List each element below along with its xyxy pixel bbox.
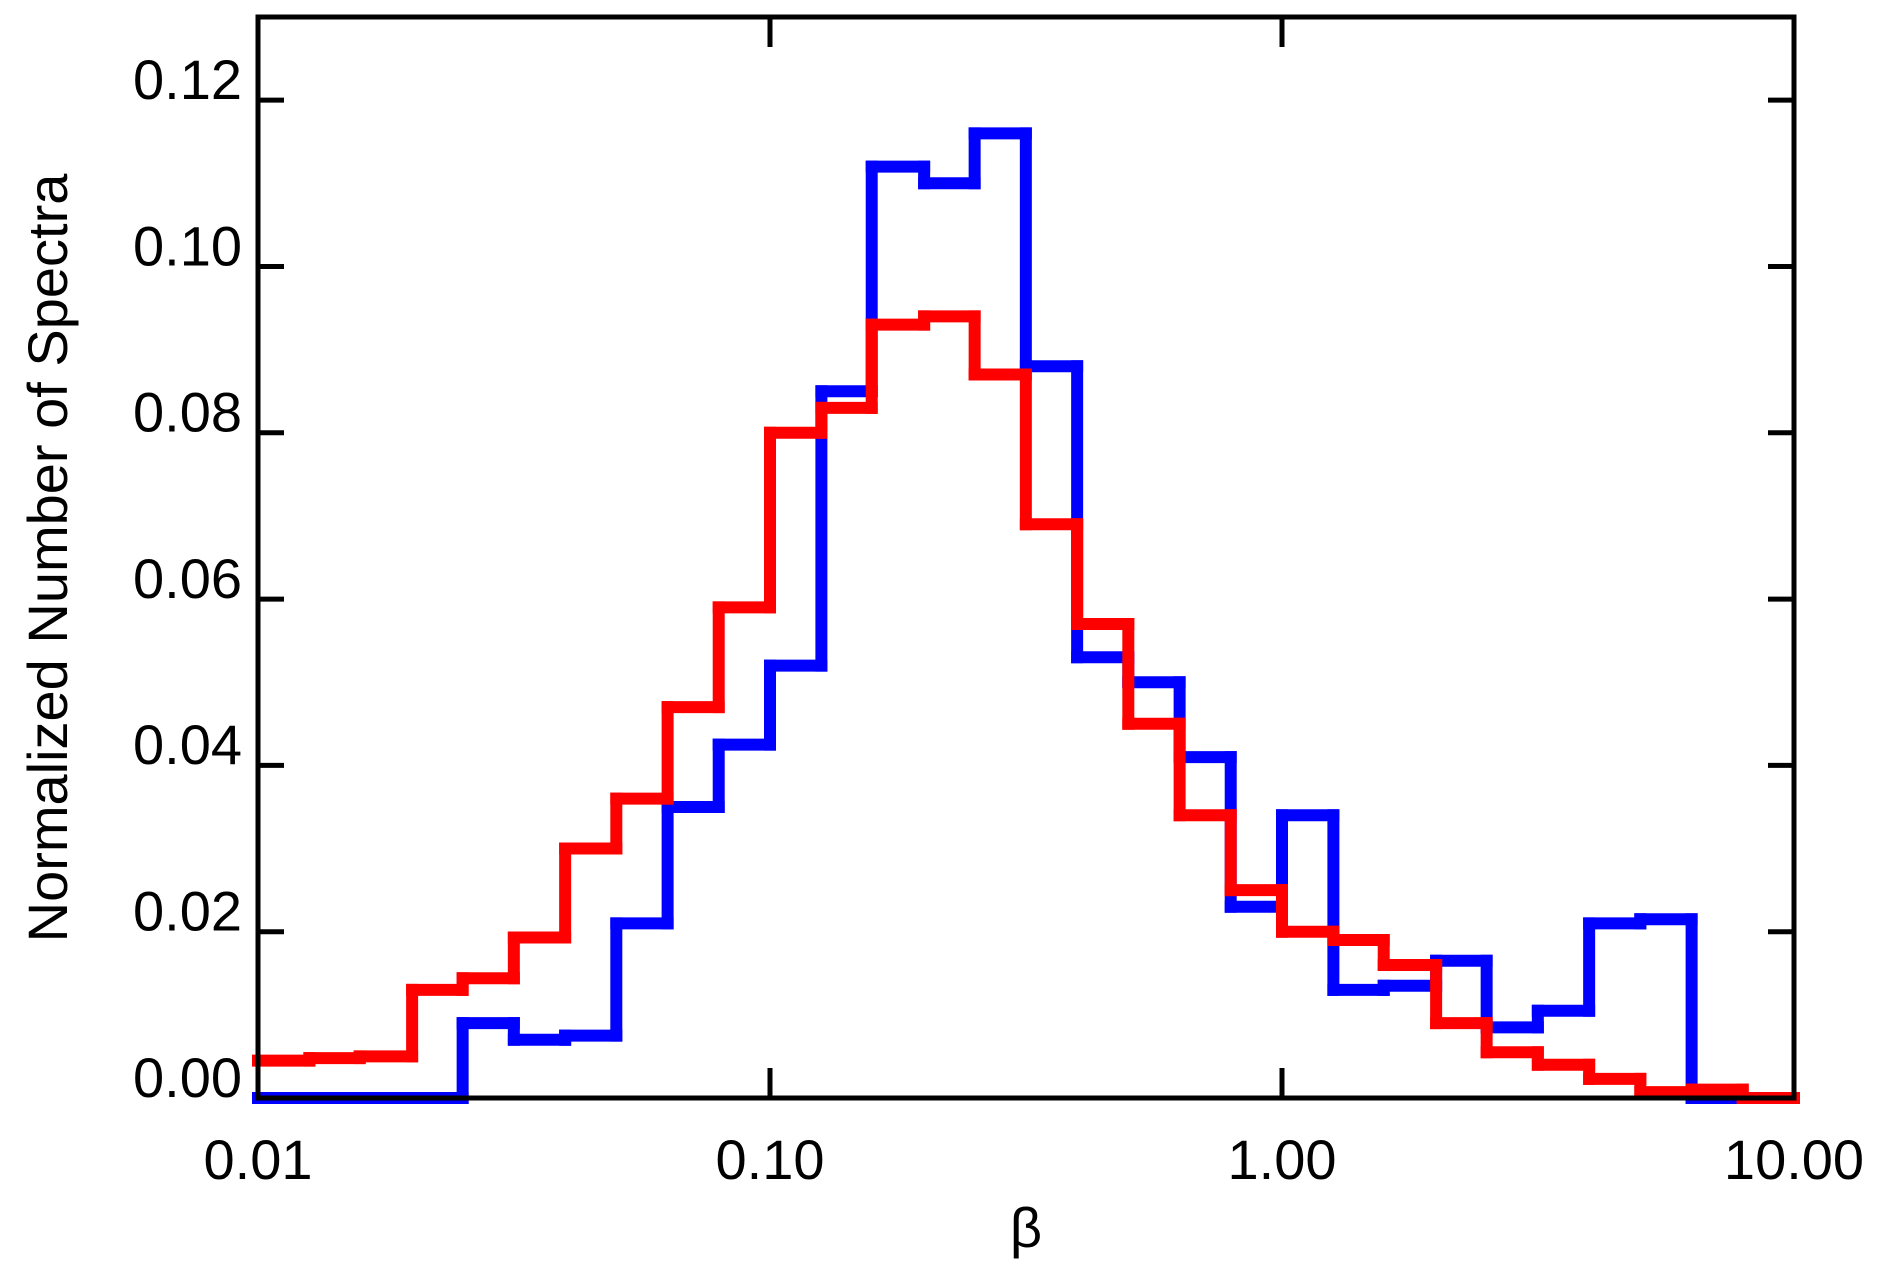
y-tick-label: 0.10 (133, 214, 242, 277)
y-axis-label: Normalized Number of Spectra (16, 173, 79, 943)
x-axis-label: β (1010, 1196, 1042, 1259)
x-tick-label: 0.01 (204, 1128, 313, 1191)
x-tick-label: 0.10 (716, 1128, 825, 1191)
y-tick-label: 0.06 (133, 547, 242, 610)
y-tick-label: 0.02 (133, 879, 242, 942)
y-tick-label: 0.12 (133, 48, 242, 111)
y-tick-label: 0.04 (133, 713, 242, 776)
x-tick-label: 1.00 (1228, 1128, 1337, 1191)
plot-frame (255, 14, 1797, 1101)
x-tick-label: 10.00 (1724, 1128, 1864, 1191)
y-tick-label: 0.00 (133, 1046, 242, 1109)
y-tick-label: 0.08 (133, 381, 242, 444)
